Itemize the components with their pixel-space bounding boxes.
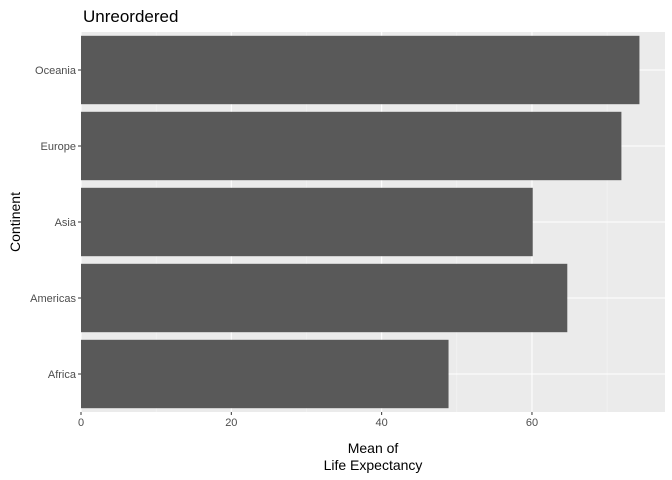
bar-europe <box>81 111 622 181</box>
y-axis-title: Continent <box>7 192 23 252</box>
bar-africa <box>81 339 449 409</box>
x-tick-label: 60 <box>526 417 538 429</box>
x-axis: 0 20 40 60 <box>78 412 538 429</box>
bar-asia <box>81 187 533 257</box>
y-axis: Africa Americas Asia Europe Oceania <box>30 65 81 381</box>
bar-oceania <box>81 35 640 105</box>
y-tick-label-oceania: Oceania <box>35 65 77 77</box>
x-tick-label: 20 <box>225 417 237 429</box>
y-tick-label-asia: Asia <box>55 217 77 229</box>
x-axis-title-line-1: Mean of <box>348 440 399 456</box>
x-tick-label: 40 <box>376 417 388 429</box>
y-tick-label-europe: Europe <box>41 141 76 153</box>
x-tick-label: 0 <box>78 417 84 429</box>
y-tick-label-africa: Africa <box>48 369 77 381</box>
x-axis-title-line-2: Life Expectancy <box>324 457 423 473</box>
y-tick-label-americas: Americas <box>30 293 76 305</box>
bars <box>81 35 640 409</box>
bar-americas <box>81 263 568 333</box>
chart-title: Unreordered <box>83 7 178 26</box>
